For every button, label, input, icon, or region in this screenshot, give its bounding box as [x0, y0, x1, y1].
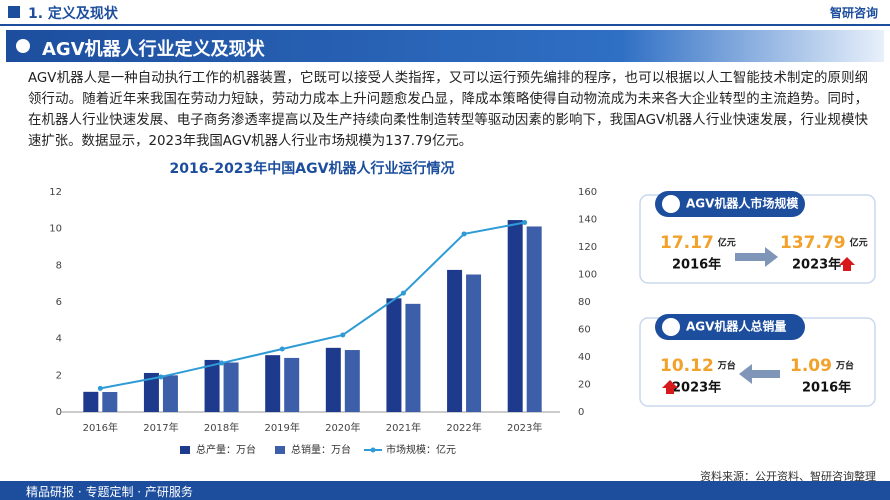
bar: [526, 226, 542, 412]
card-value: 137.79: [780, 233, 846, 253]
card-unit: 亿元: [850, 237, 868, 249]
line: [100, 221, 525, 390]
chart-title: 2016-2023年中国AGV机器人行业运行情况: [170, 160, 455, 177]
card-icon: [662, 318, 680, 336]
y2-tick-label: 20: [578, 380, 591, 391]
bar: [405, 303, 421, 412]
line-point: [279, 346, 285, 352]
bar: [162, 375, 178, 412]
slogan: 精品研报 · 专题定制 · 产研服务: [26, 485, 193, 499]
banner: AGV机器人行业定义及现状: [6, 30, 884, 62]
bar: [386, 298, 402, 412]
top-bar: 1. 定义及现状 智研咨询: [0, 0, 890, 26]
up-arrow: [839, 257, 855, 271]
up-arrow: [662, 380, 678, 394]
logo: 智研咨询: [829, 6, 878, 20]
card-value: 17.17: [660, 233, 714, 253]
bar: [143, 372, 159, 412]
intro-text: AGV机器人是一种自动执行工作的机器装置，它既可以接受人类指挥，又可以运行预先编…: [28, 71, 868, 149]
card-title: AGV机器人市场规模: [686, 196, 799, 211]
bar: [204, 359, 220, 412]
y-tick-label: 6: [56, 297, 62, 308]
x-tick-label: 2023年: [507, 421, 542, 434]
line-point: [97, 385, 103, 391]
card-title: AGV机器人总销量: [686, 319, 786, 334]
bar: [344, 350, 360, 412]
x-tick-label: 2019年: [264, 421, 299, 434]
bar: [466, 274, 482, 412]
y-tick-label: 2: [56, 370, 62, 381]
card-year: 2023年: [792, 257, 841, 273]
card-icon: [662, 195, 680, 213]
card-unit: 万台: [835, 360, 854, 372]
y-tick-label: 8: [56, 260, 62, 271]
y2-tick-label: 60: [578, 325, 591, 336]
line-point: [219, 360, 225, 366]
legend-label: 总销量：万台: [291, 443, 351, 456]
y2-tick-label: 160: [578, 187, 597, 198]
x-tick-label: 2022年: [446, 421, 481, 434]
bar: [102, 392, 118, 412]
card-title-bg: [655, 314, 805, 340]
legend-dot: [370, 447, 376, 453]
y-tick-label: 4: [56, 334, 62, 345]
arrow: [739, 364, 780, 384]
bar: [223, 362, 239, 412]
bar: [325, 347, 341, 412]
section-icon: [8, 6, 20, 18]
banner-title: AGV机器人行业定义及现状: [42, 39, 265, 60]
line-point: [522, 220, 528, 226]
card-unit: 万台: [717, 360, 736, 372]
line-point: [461, 231, 467, 237]
banner-icon: [16, 39, 30, 53]
card-year: 2023年: [672, 380, 721, 396]
card-value: 10.12: [660, 356, 714, 376]
card-year: 2016年: [672, 257, 721, 273]
card-unit: 亿元: [718, 237, 736, 249]
legend-swatch: [180, 446, 190, 454]
x-tick-label: 2016年: [83, 421, 118, 434]
x-tick-label: 2020年: [325, 421, 360, 434]
arrow: [735, 247, 778, 267]
card-title-bg: [655, 191, 805, 217]
source: 资料来源：公开资料、智研咨询整理: [700, 470, 876, 483]
y2-tick-label: 80: [578, 297, 591, 308]
bar: [83, 391, 99, 412]
chart: 2016-2023年中国AGV机器人行业运行情况0246810120204060…: [49, 160, 876, 456]
line-point: [340, 332, 346, 338]
line-point: [158, 374, 164, 380]
section-title: 1. 定义及现状: [28, 6, 118, 22]
bar: [507, 220, 523, 412]
y-tick-label: 12: [49, 187, 62, 198]
y2-tick-label: 40: [578, 352, 591, 363]
y-tick-label: 0: [56, 407, 62, 418]
legend-label: 市场规模：亿元: [386, 443, 456, 456]
legend-label: 总产量：万台: [196, 443, 256, 456]
x-tick-label: 2018年: [204, 421, 239, 434]
legend-swatch: [275, 446, 285, 454]
y2-tick-label: 140: [578, 215, 597, 226]
y2-tick-label: 120: [578, 242, 597, 253]
bar: [447, 269, 463, 412]
bar: [265, 355, 281, 412]
bar: [284, 357, 300, 412]
x-tick-label: 2021年: [386, 421, 421, 434]
card-year: 2016年: [802, 380, 851, 396]
y2-tick-label: 0: [578, 407, 584, 418]
y-tick-label: 10: [49, 224, 62, 235]
line-point: [400, 290, 406, 296]
y2-tick-label: 100: [578, 270, 597, 281]
x-tick-label: 2017年: [143, 421, 178, 434]
card-value: 1.09: [790, 356, 832, 376]
footer: 精品研报 · 专题定制 · 产研服务: [0, 481, 890, 500]
